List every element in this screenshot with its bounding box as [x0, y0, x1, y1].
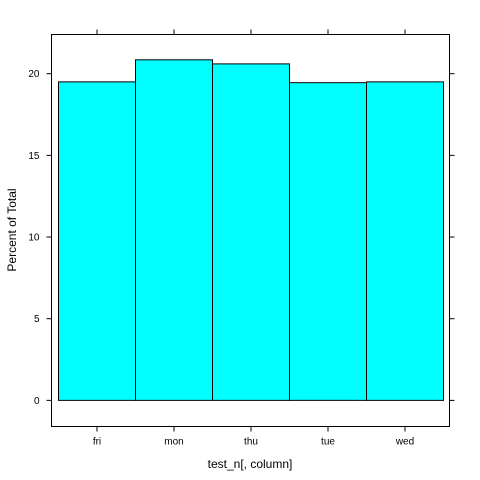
- bar-tue: [289, 82, 367, 401]
- bar-fri: [58, 81, 136, 401]
- y-tick-label-0: 0: [34, 396, 40, 407]
- x-tick-label-tue: tue: [321, 437, 335, 448]
- y-tick-label-10: 10: [28, 233, 40, 244]
- y-tick-label-5: 5: [34, 314, 40, 325]
- x-axis-ticks: fri mon thu tue wed: [93, 29, 414, 448]
- bar-wed: [366, 81, 444, 401]
- y-tick-label-15: 15: [28, 151, 40, 162]
- x-tick-label-fri: fri: [93, 437, 101, 448]
- x-axis-title: test_n[, column]: [208, 457, 293, 471]
- y-axis-ticks: 0 5 10 15 20: [28, 69, 455, 407]
- bar-thu: [212, 63, 290, 401]
- bar-mon: [135, 59, 213, 401]
- x-tick-label-wed: wed: [395, 437, 414, 448]
- bars-group: [58, 59, 444, 401]
- x-tick-label-mon: mon: [164, 437, 183, 448]
- x-tick-label-thu: thu: [244, 437, 258, 448]
- y-tick-label-20: 20: [28, 69, 40, 80]
- y-axis-title: Percent of Total: [5, 188, 19, 271]
